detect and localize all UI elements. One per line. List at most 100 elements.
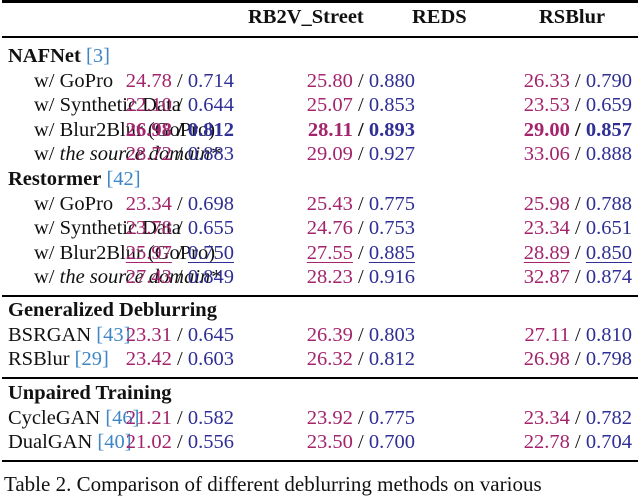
section-rule-2 bbox=[2, 377, 638, 379]
value-separator: / bbox=[171, 323, 188, 346]
value-separator: / bbox=[171, 143, 188, 165]
metric-cell-rsblur: 27.11 / 0.810 bbox=[525, 323, 632, 347]
ssim-value: 0.850 bbox=[585, 241, 632, 264]
metric-cell-rb2v-street: 24.78 / 0.714 bbox=[126, 69, 234, 93]
metric-cell-rsblur: 29.00 / 0.857 bbox=[524, 118, 632, 142]
metric-cell-rsblur: 26.98 / 0.798 bbox=[524, 347, 632, 371]
value-separator: / bbox=[352, 266, 369, 288]
metric-cell-reds: 27.55 / 0.885 bbox=[307, 241, 415, 265]
row-prefix: w/ bbox=[34, 69, 60, 92]
metric-cell-reds: 26.39 / 0.803 bbox=[307, 323, 415, 347]
header-rule bbox=[2, 36, 638, 38]
psnr-value: 27.55 bbox=[306, 241, 353, 264]
psnr-value: 23.31 bbox=[125, 323, 172, 346]
value-separator: / bbox=[569, 217, 586, 239]
ssim-value: 0.659 bbox=[585, 94, 632, 116]
metric-cell-rb2v-street: 22.10 / 0.644 bbox=[126, 93, 234, 117]
ssim-value: 0.788 bbox=[585, 192, 632, 215]
citation-link[interactable]: [40] bbox=[92, 431, 132, 453]
row-label: BSRGAN [43] bbox=[8, 323, 130, 347]
row-prefix: w/ bbox=[34, 217, 60, 239]
ssim-value: 0.810 bbox=[585, 323, 632, 346]
ssim-value: 0.750 bbox=[187, 241, 234, 264]
ssim-value: 0.916 bbox=[368, 266, 415, 288]
metric-cell-rb2v-street: 21.02 / 0.556 bbox=[126, 430, 234, 454]
row-name: RSBlur bbox=[8, 348, 70, 370]
ssim-value: 0.704 bbox=[585, 431, 632, 453]
value-separator: / bbox=[569, 406, 586, 429]
table-row: DualGAN [40] 21.02 / 0.556 23.50 / 0.700 22… bbox=[0, 430, 640, 454]
ssim-value: 0.651 bbox=[585, 217, 632, 239]
header-col-1: RB2V_Street bbox=[248, 6, 364, 28]
group-title-text: Unpaired Training bbox=[8, 382, 172, 404]
table-row: w/ Synthetic Data 22.10 / 0.644 25.07 / 0.… bbox=[0, 93, 640, 117]
ssim-value: 0.644 bbox=[187, 94, 234, 116]
citation-link[interactable]: [3] bbox=[80, 45, 110, 67]
ssim-value: 0.700 bbox=[368, 431, 415, 453]
psnr-value: 23.42 bbox=[125, 348, 172, 370]
ssim-value: 0.775 bbox=[368, 192, 415, 215]
psnr-value: 27.43 bbox=[125, 266, 172, 288]
value-separator: / bbox=[569, 348, 586, 370]
row-label: DualGAN [40] bbox=[8, 430, 132, 454]
row-label: w/ GoPro bbox=[34, 192, 113, 216]
ssim-value: 0.753 bbox=[368, 217, 415, 239]
group-title-text: NAFNet bbox=[8, 45, 81, 67]
psnr-value: 21.21 bbox=[125, 406, 172, 429]
citation-link[interactable]: [43] bbox=[91, 323, 131, 346]
metric-cell-reds: 29.09 / 0.927 bbox=[307, 142, 415, 166]
value-separator: / bbox=[171, 406, 188, 429]
psnr-value: 23.34 bbox=[523, 406, 570, 429]
top-rule bbox=[2, 0, 638, 3]
group-header-row: Restormer [42] bbox=[0, 167, 640, 191]
psnr-value: 26.98 bbox=[125, 118, 172, 141]
ssim-value: 0.775 bbox=[368, 406, 415, 429]
citation-link[interactable]: [46] bbox=[100, 406, 140, 429]
row-name: the source domain* bbox=[59, 266, 221, 288]
group-title-text: Restormer bbox=[8, 168, 102, 190]
psnr-value: 25.97 bbox=[125, 241, 172, 264]
row-prefix: w/ bbox=[34, 94, 60, 116]
ssim-value: 0.603 bbox=[187, 348, 234, 370]
psnr-value: 33.06 bbox=[523, 143, 570, 165]
header-col-2: REDS bbox=[412, 6, 467, 28]
value-separator: / bbox=[171, 348, 188, 370]
psnr-value: 26.33 bbox=[523, 69, 570, 92]
value-separator: / bbox=[569, 143, 586, 165]
value-separator: / bbox=[569, 266, 586, 288]
ssim-value: 0.790 bbox=[585, 69, 632, 92]
bottom-rule bbox=[2, 460, 638, 462]
value-separator: / bbox=[569, 323, 586, 346]
value-separator: / bbox=[171, 431, 188, 453]
value-separator: / bbox=[352, 241, 369, 264]
row-name: GoPro bbox=[59, 192, 114, 215]
group-header-row: NAFNet [3] bbox=[0, 44, 640, 68]
psnr-value: 23.92 bbox=[306, 406, 353, 429]
ssim-value: 0.883 bbox=[187, 143, 234, 165]
ssim-value: 0.927 bbox=[368, 143, 415, 165]
value-separator: / bbox=[352, 69, 369, 92]
value-separator: / bbox=[171, 118, 188, 141]
row-label: CycleGAN [46] bbox=[8, 406, 140, 430]
psnr-value: 23.78 bbox=[125, 217, 172, 239]
psnr-value: 24.78 bbox=[125, 69, 172, 92]
citation-link[interactable]: [29] bbox=[69, 348, 109, 370]
row-name: Blur2Blur (GoPro) bbox=[59, 241, 216, 264]
metric-cell-rb2v-street: 23.42 / 0.603 bbox=[126, 347, 234, 371]
psnr-value: 23.34 bbox=[125, 192, 172, 215]
ssim-value: 0.857 bbox=[585, 118, 632, 141]
metric-cell-rsblur: 23.34 / 0.782 bbox=[524, 406, 632, 430]
psnr-value: 26.98 bbox=[523, 348, 570, 370]
metric-cell-rb2v-street: 23.31 / 0.645 bbox=[126, 323, 234, 347]
ssim-value: 0.782 bbox=[585, 406, 632, 429]
metric-cell-rsblur: 26.33 / 0.790 bbox=[524, 69, 632, 93]
psnr-value: 23.53 bbox=[523, 94, 570, 116]
row-name: the source domain* bbox=[59, 143, 221, 165]
value-separator: / bbox=[569, 431, 586, 453]
citation-link[interactable]: [42] bbox=[101, 168, 141, 190]
ssim-value: 0.812 bbox=[368, 348, 415, 370]
row-label: w/ the source domain* bbox=[34, 265, 221, 289]
ssim-value: 0.888 bbox=[585, 143, 632, 165]
row-name: Blur2Blur (GoPro) bbox=[59, 118, 216, 141]
row-prefix: w/ bbox=[34, 192, 60, 215]
